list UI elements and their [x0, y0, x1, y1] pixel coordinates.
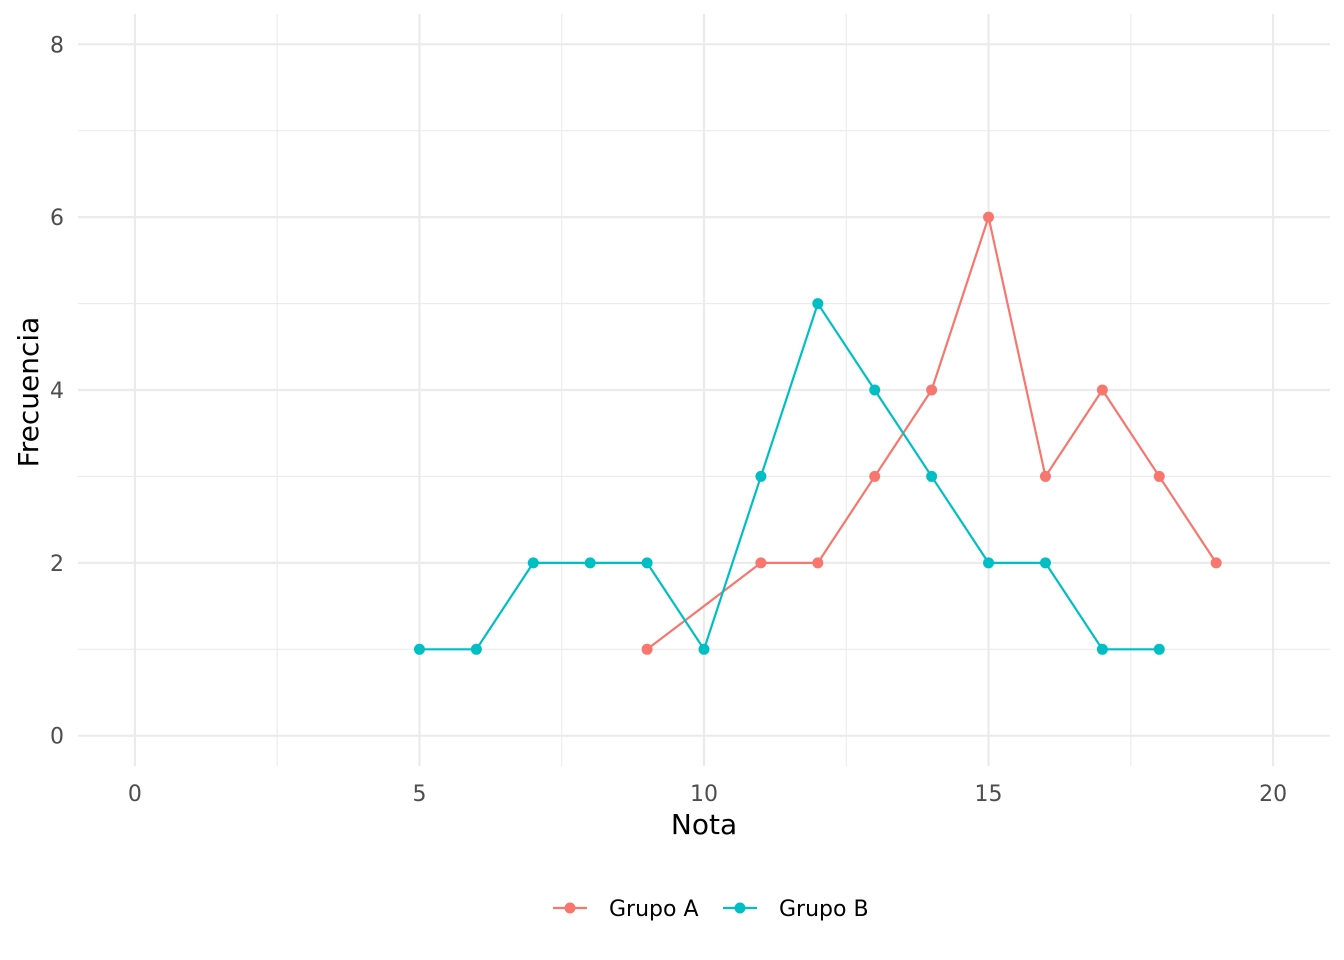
x-axis-title: Nota [671, 808, 737, 841]
y-tick-label: 4 [50, 379, 64, 404]
data-point-series-2 [698, 643, 710, 655]
y-tick-label: 6 [50, 206, 64, 231]
y-tick-label: 2 [50, 552, 64, 577]
legend-key-point-1 [564, 902, 576, 914]
data-point-series-1 [1096, 384, 1108, 396]
data-point-series-2 [869, 384, 881, 396]
data-point-series-2 [983, 557, 995, 569]
data-point-series-1 [641, 643, 653, 655]
data-point-series-1 [1153, 470, 1165, 482]
y-axis-ticks: 0 2 4 6 8 [50, 33, 64, 749]
legend-label-1: Grupo A [609, 897, 699, 922]
data-point-series-2 [470, 643, 482, 655]
data-point-series-1 [983, 211, 995, 223]
legend: Grupo A Grupo B [553, 897, 869, 922]
data-point-series-2 [926, 470, 938, 482]
data-point-series-2 [1039, 557, 1051, 569]
data-point-series-1 [1210, 557, 1222, 569]
data-point-series-2 [584, 557, 596, 569]
data-point-series-1 [1039, 470, 1051, 482]
series-line-1 [646, 216, 1218, 651]
data-point-series-2 [527, 557, 539, 569]
x-axis-ticks: 0 5 10 15 20 [128, 782, 1287, 807]
data-point-series-2 [1153, 643, 1165, 655]
data-point-series-1 [812, 557, 824, 569]
major-gridlines [78, 14, 1330, 766]
series-layer [413, 211, 1222, 655]
x-tick-label: 15 [975, 782, 1003, 807]
data-point-series-1 [755, 557, 767, 569]
x-tick-label: 20 [1259, 782, 1287, 807]
data-point-series-1 [926, 384, 938, 396]
data-point-series-2 [755, 470, 767, 482]
legend-key-point-2 [734, 902, 746, 914]
data-point-series-1 [869, 470, 881, 482]
x-tick-label: 10 [690, 782, 718, 807]
data-point-series-2 [1096, 643, 1108, 655]
x-tick-label: 5 [412, 782, 426, 807]
y-tick-label: 8 [50, 33, 64, 58]
y-axis-title: Frecuencia [12, 317, 45, 468]
y-tick-label: 0 [50, 725, 64, 750]
series-line-2 [419, 302, 1160, 651]
data-point-series-2 [812, 298, 824, 310]
data-point-series-2 [641, 557, 653, 569]
legend-label-2: Grupo B [779, 897, 869, 922]
x-tick-label: 0 [128, 782, 142, 807]
data-point-series-2 [413, 643, 425, 655]
